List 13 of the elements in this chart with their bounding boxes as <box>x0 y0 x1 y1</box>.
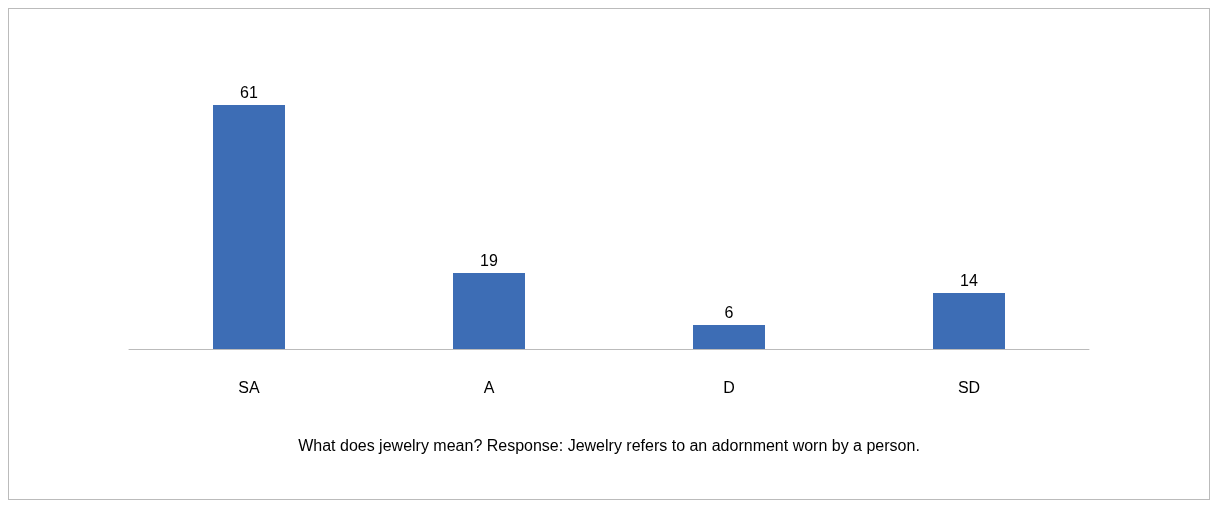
data-label: 6 <box>724 303 734 321</box>
data-label: 19 <box>480 251 498 269</box>
x-tick-label: A <box>483 378 495 396</box>
x-tick-label: SA <box>238 378 260 396</box>
bar <box>933 293 1005 349</box>
bar <box>453 273 525 349</box>
x-tick-label: D <box>723 378 735 396</box>
data-label: 14 <box>960 271 978 289</box>
x-tick-label: SD <box>957 378 981 396</box>
bar <box>213 105 285 349</box>
bar <box>693 325 765 349</box>
x-axis-title: What does jewelry mean? Response: Jewelry refers to an adornment worn by a person. <box>298 436 920 454</box>
data-label: 61 <box>240 83 258 101</box>
